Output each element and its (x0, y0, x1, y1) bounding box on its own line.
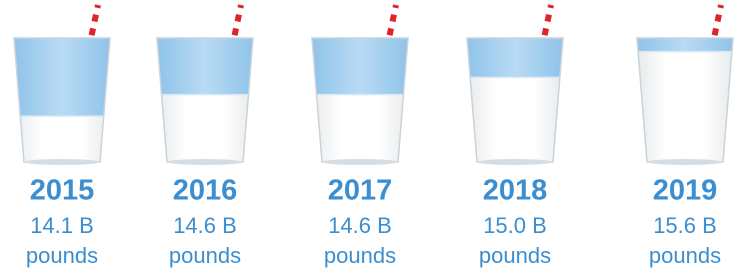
glass-base (322, 159, 398, 165)
chart: 2015 14.1 B pounds 2016 14.6 B pounds 2017 14.6… (0, 0, 755, 273)
glass-base (167, 159, 243, 165)
glass-base (477, 159, 553, 165)
unit-label: pounds (649, 243, 721, 268)
milk (637, 52, 733, 162)
value-label: 14.6 B (328, 213, 392, 238)
year-label: 2017 (328, 175, 393, 207)
year-label: 2018 (483, 175, 548, 207)
value-label: 15.0 B (483, 213, 547, 238)
milk (467, 77, 563, 162)
unit-label: pounds (169, 243, 241, 268)
value-label: 14.6 B (173, 213, 237, 238)
glass-base (647, 159, 723, 165)
glass-base (24, 159, 100, 165)
value-label: 14.1 B (30, 213, 94, 238)
unit-label: pounds (26, 243, 98, 268)
unit-label: pounds (324, 243, 396, 268)
year-label: 2019 (653, 175, 718, 207)
year-label: 2016 (173, 175, 238, 207)
year-label: 2015 (30, 175, 95, 207)
milk (312, 95, 408, 162)
unit-label: pounds (479, 243, 551, 268)
milk (157, 95, 253, 162)
value-label: 15.6 B (653, 213, 717, 238)
milk (14, 116, 110, 162)
